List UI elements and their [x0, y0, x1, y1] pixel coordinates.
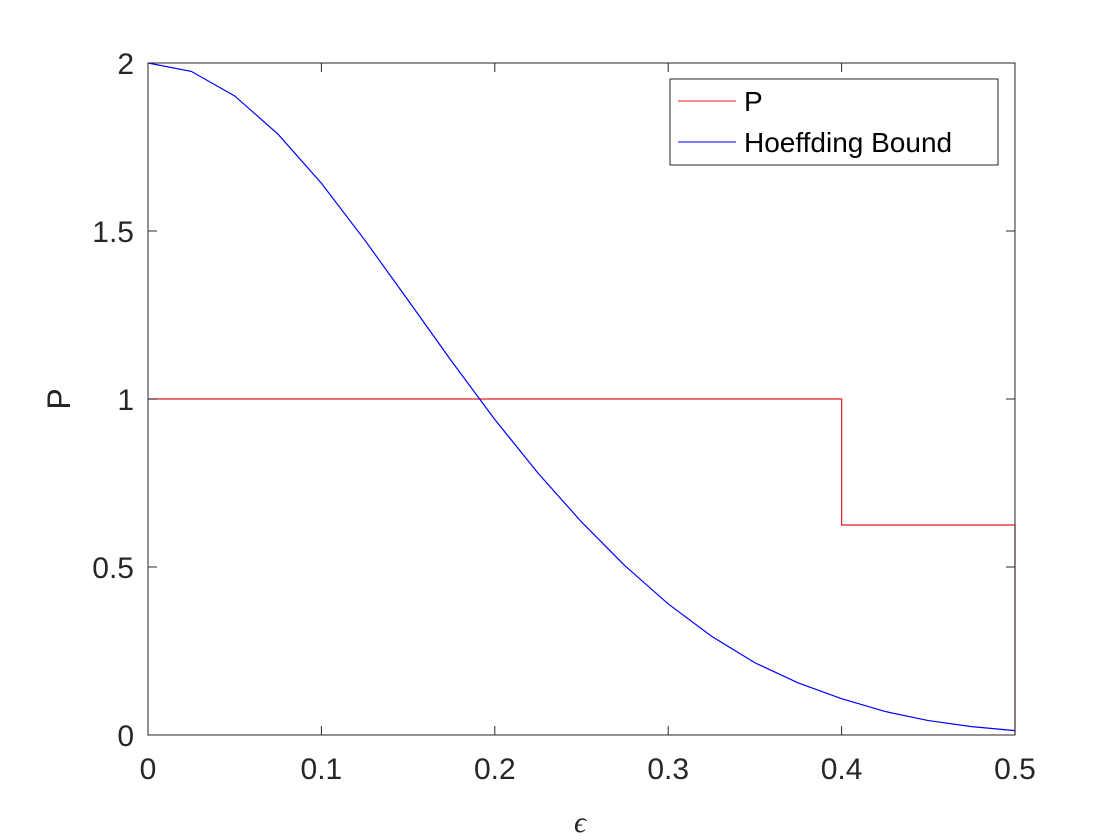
- series-line-hoeffding-bound: [147, 62, 1016, 732]
- legend-box: [669, 78, 999, 166]
- x-tick-label: 0.5: [994, 753, 1036, 786]
- x-tick-label: 0.2: [474, 753, 516, 786]
- x-tick-label: 0.3: [647, 753, 689, 786]
- y-tick-label: 1: [117, 384, 134, 417]
- legend: P Hoeffding Bound: [669, 78, 999, 166]
- x-tick-label: 0.1: [301, 753, 343, 786]
- y-tick-label: 1.5: [92, 216, 134, 249]
- y-tick-label: 2: [117, 48, 134, 81]
- y-tick-label: 0.5: [92, 552, 134, 585]
- legend-label-p: P: [744, 86, 763, 117]
- x-axis-label: ϵ: [574, 806, 588, 839]
- legend-label-hoeffding-bound: Hoeffding Bound: [744, 127, 952, 158]
- x-tick-label: 0: [140, 753, 157, 786]
- y-axis-label: P: [41, 388, 77, 409]
- tick-layer: 0 0.1 0.2 0.3 0.4 0.5 0 0.5 1 1.5 2: [92, 48, 1036, 786]
- y-tick-label: 0: [117, 720, 134, 753]
- x-tick-label: 0.4: [821, 753, 863, 786]
